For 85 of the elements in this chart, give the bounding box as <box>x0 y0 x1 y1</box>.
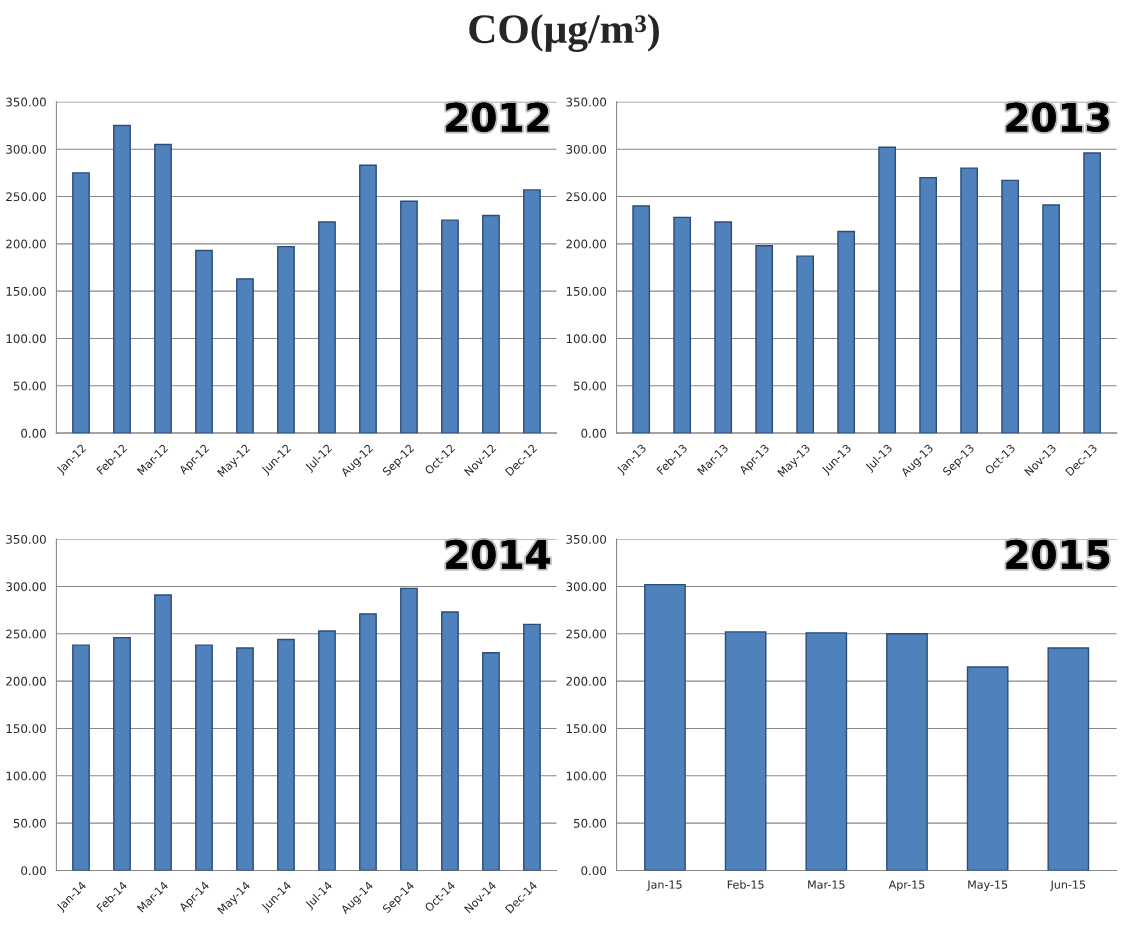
bar <box>1001 179 1020 434</box>
y-tick-label: 150.00 <box>566 286 607 296</box>
y-tick-label: 350.00 <box>6 534 46 544</box>
bar <box>441 611 459 871</box>
bar <box>796 255 815 434</box>
y-tick-label: 300.00 <box>6 582 46 592</box>
y-tick-label: 150.00 <box>566 724 607 734</box>
bar <box>919 176 938 434</box>
chart-title: 2012 <box>446 102 549 132</box>
y-tick-label: 350.00 <box>6 97 46 107</box>
y-tick-label: 0.00 <box>21 866 46 876</box>
x-tick-label: Jan-15 <box>646 880 682 891</box>
bar <box>755 245 774 434</box>
bar <box>523 623 541 871</box>
bar <box>113 636 131 871</box>
bar <box>154 143 172 434</box>
y-tick-label: 350.00 <box>566 534 607 544</box>
bar <box>318 630 336 871</box>
bar <box>359 613 377 871</box>
bar <box>482 652 500 871</box>
bar <box>400 587 418 871</box>
y-tick-label: 50.00 <box>13 381 46 391</box>
y-tick-label: 300.00 <box>566 582 607 592</box>
x-tick-label: May-15 <box>968 880 1008 891</box>
x-tick-label: Mar-15 <box>808 880 845 889</box>
chart-title: 2013 <box>1006 102 1109 132</box>
y-tick-label: 150.00 <box>6 724 46 734</box>
bar <box>1042 204 1061 434</box>
bar <box>441 219 459 434</box>
bar <box>523 189 541 434</box>
chart-title: 2015 <box>1006 539 1109 570</box>
bar <box>1083 152 1102 434</box>
bar <box>805 632 848 871</box>
y-tick-label: 300.00 <box>566 144 607 154</box>
bar <box>1047 647 1090 871</box>
bar <box>482 214 500 434</box>
bar <box>400 200 418 434</box>
x-tick-label: Apr-15 <box>888 880 925 891</box>
bar <box>277 245 295 434</box>
bar <box>277 638 295 871</box>
bar <box>72 644 90 871</box>
bar <box>113 124 131 434</box>
bar <box>878 146 897 434</box>
y-tick-label: 250.00 <box>6 629 46 639</box>
text: CO(μg/m³) <box>469 13 659 52</box>
y-tick-label: 200.00 <box>566 239 607 249</box>
x-tick-label: Feb-15 <box>727 880 764 889</box>
y-tick-label: 0.00 <box>581 428 607 438</box>
y-tick-label: 200.00 <box>6 239 46 249</box>
y-tick-label: 100.00 <box>6 334 46 344</box>
bar <box>960 167 979 434</box>
bar <box>359 164 377 434</box>
y-tick-label: 200.00 <box>6 676 46 686</box>
y-tick-label: 250.00 <box>566 629 607 639</box>
bar <box>724 631 767 871</box>
bar <box>195 644 213 871</box>
bar <box>72 172 90 434</box>
bar <box>236 278 254 434</box>
bar <box>673 216 692 434</box>
y-tick-label: 50.00 <box>573 818 607 828</box>
y-tick-label: 100.00 <box>6 771 46 781</box>
bar <box>318 221 336 434</box>
bar <box>632 205 651 434</box>
bar <box>886 633 928 871</box>
y-tick-label: 150.00 <box>6 286 46 296</box>
y-tick-label: 250.00 <box>6 192 46 202</box>
y-tick-label: 300.00 <box>6 144 46 154</box>
y-tick-label: 0.00 <box>21 428 46 438</box>
y-tick-label: 100.00 <box>566 334 607 344</box>
bar <box>644 583 686 871</box>
y-tick-label: 200.00 <box>566 676 607 686</box>
y-tick-label: 50.00 <box>573 381 607 391</box>
chart-title: 2014 <box>446 539 550 570</box>
x-tick-label: Jun-15 <box>1049 880 1086 891</box>
y-tick-label: 250.00 <box>566 192 607 202</box>
y-tick-label: 350.00 <box>566 97 607 107</box>
bar <box>236 647 254 871</box>
bar <box>154 594 172 871</box>
y-tick-label: 50.00 <box>13 818 46 828</box>
bar <box>714 221 733 434</box>
y-tick-label: 0.00 <box>581 866 607 876</box>
bar <box>966 666 1009 871</box>
bar <box>837 230 856 434</box>
bar <box>195 249 213 434</box>
y-tick-label: 100.00 <box>566 771 607 781</box>
